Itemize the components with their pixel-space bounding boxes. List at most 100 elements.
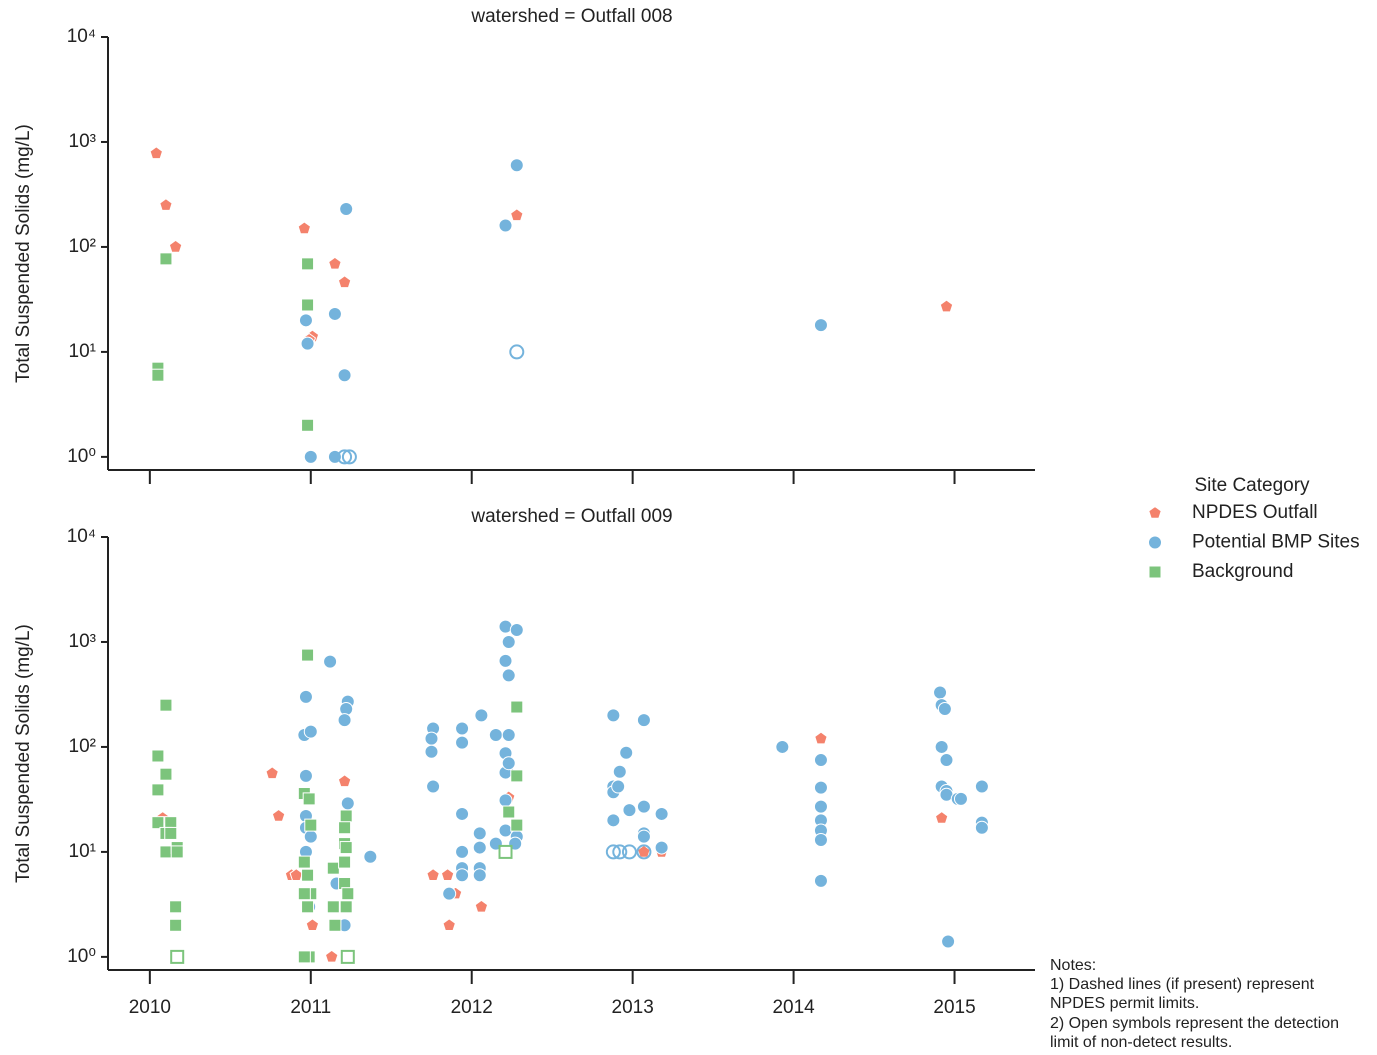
point (974, 779, 989, 794)
legend-label: Background (1192, 561, 1293, 582)
point (455, 844, 470, 859)
x-tick-label: 2013 (612, 997, 654, 1018)
point (169, 918, 183, 932)
chart-title: watershed = Outfall 009 (470, 506, 672, 527)
x-tick-label: 2014 (772, 997, 815, 1018)
point (636, 713, 651, 728)
point (303, 449, 318, 464)
point (305, 918, 320, 931)
point (265, 766, 279, 780)
point (326, 861, 340, 875)
y-tick-label: 10⁰ (67, 446, 96, 467)
point (501, 756, 516, 771)
x-tick-label: 2010 (129, 997, 171, 1018)
point (939, 753, 954, 768)
point (510, 208, 524, 222)
point (337, 449, 353, 465)
point (301, 868, 315, 882)
legend-label: NPDES Outfall (1192, 502, 1318, 523)
point (339, 841, 353, 855)
point (298, 768, 313, 783)
point (498, 218, 513, 233)
point (159, 252, 173, 266)
point (606, 708, 621, 723)
y-tick-label: 10⁴ (67, 526, 96, 547)
x-tick-label: 2012 (451, 997, 493, 1018)
point (164, 816, 178, 830)
point (488, 727, 503, 742)
point (474, 899, 489, 913)
point (324, 949, 339, 963)
note: 2) Open symbols represent the detection (1050, 1015, 1339, 1032)
point (297, 950, 311, 964)
point (612, 844, 628, 860)
point (813, 318, 828, 333)
point (814, 731, 828, 745)
y-axis-label: Total Suspended Solids (mg/L) (13, 124, 34, 383)
point (472, 868, 487, 883)
point (327, 306, 342, 321)
point (337, 368, 352, 383)
point (611, 779, 626, 794)
point (338, 821, 352, 835)
y-tick-label: 10¹ (69, 341, 96, 362)
point (455, 868, 470, 883)
point (328, 918, 342, 932)
point (341, 887, 355, 901)
point (363, 849, 378, 864)
point (498, 793, 513, 808)
point (813, 780, 828, 795)
point (151, 783, 165, 797)
point (159, 698, 173, 712)
legend-label: Potential BMP Sites (1192, 532, 1360, 553)
point (297, 221, 312, 235)
point (621, 844, 637, 860)
y-tick-label: 10² (69, 236, 96, 257)
y-tick-label: 10³ (69, 631, 96, 652)
point (606, 813, 621, 828)
point (501, 634, 516, 649)
point (775, 739, 790, 754)
point (338, 855, 352, 869)
point (934, 810, 949, 824)
y-tick-label: 10⁴ (67, 26, 96, 47)
point (341, 449, 357, 465)
point (654, 840, 669, 855)
point (304, 818, 318, 832)
point (813, 753, 828, 768)
point (442, 918, 456, 931)
point (636, 829, 651, 844)
y-tick-label: 10³ (69, 131, 96, 152)
point (501, 727, 516, 742)
y-tick-label: 10² (69, 736, 96, 757)
point (510, 700, 524, 714)
point (498, 653, 513, 668)
point (953, 791, 968, 806)
point (298, 313, 313, 328)
point (323, 654, 338, 669)
y-tick-label: 10⁰ (67, 946, 96, 967)
point (151, 816, 165, 830)
point (498, 844, 513, 859)
point (159, 198, 173, 211)
point (612, 764, 627, 779)
point (605, 844, 621, 860)
x-tick-label: 2015 (933, 997, 975, 1018)
point (328, 256, 342, 270)
point (510, 818, 524, 832)
point (339, 809, 353, 823)
point (297, 887, 311, 901)
point (168, 239, 183, 253)
point (622, 803, 637, 818)
point (159, 767, 173, 781)
point (636, 799, 651, 814)
point (297, 855, 311, 869)
note: NPDES permit limits. (1050, 995, 1199, 1012)
point (298, 689, 313, 704)
point (654, 806, 669, 821)
point (170, 949, 185, 964)
point (455, 806, 470, 821)
point (301, 900, 315, 914)
point (151, 368, 165, 382)
